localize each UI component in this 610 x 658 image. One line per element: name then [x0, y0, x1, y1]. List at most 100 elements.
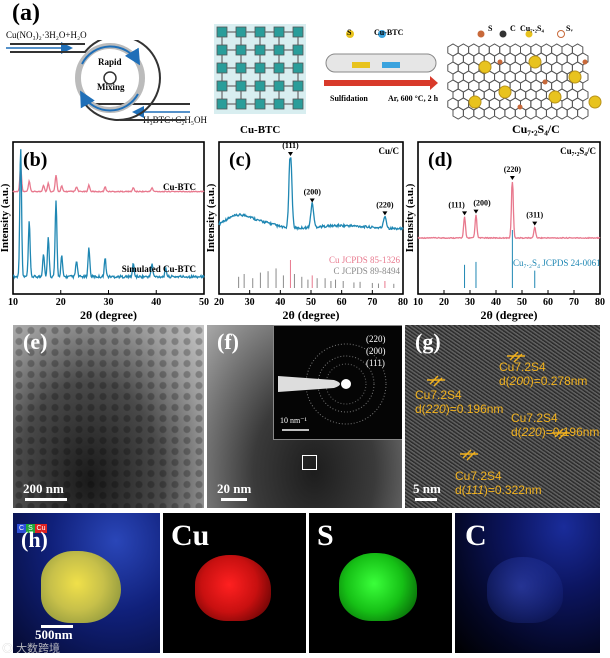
mof-crystal-illustration: [214, 24, 306, 114]
x-axis-label: 2θ (degree): [282, 308, 339, 322]
saed-inset: (220) (200) (111) 10 nm⁻¹: [273, 325, 402, 440]
peak-label: (220): [504, 165, 522, 174]
panel-h-label: (h): [21, 527, 48, 552]
scale-label-f: 20 nm: [217, 481, 252, 496]
mixing-diagram: [6, 40, 190, 121]
x-tick-label: 40: [275, 297, 285, 308]
eds-overlay-map: C S Cu (h) 500nm: [13, 513, 160, 653]
quartz-tube: [325, 53, 437, 73]
sulfidation-furnace: [324, 30, 438, 90]
chip-cu: Cu: [35, 524, 47, 533]
map-title-c: C: [465, 519, 487, 552]
peak-label: (220): [376, 200, 394, 209]
reference-label: Cu₇.₂S₄ JCPDS 24-0061: [513, 258, 601, 268]
panel-a: (a) Cu(NO₃)₂·3H₂O+H₂O H₃BTC+C₂H₅OH Rapid…: [0, 0, 610, 140]
x-tick-label: 50: [199, 297, 209, 308]
series-line: [218, 157, 404, 231]
x-tick-label: 20: [439, 297, 449, 308]
scale-bar-g: [415, 498, 437, 501]
mof-lattice: [216, 26, 304, 110]
reference-label: C JCPDS 89-8494: [333, 266, 400, 276]
chip-s: S: [26, 524, 35, 533]
panel-label: (b): [23, 149, 47, 171]
series-line: [12, 149, 205, 281]
x-tick-label: 40: [491, 297, 501, 308]
cu-distribution: [195, 555, 271, 621]
x-tick-label: 60: [337, 297, 347, 308]
scale-label-g: 5 nm: [413, 481, 441, 496]
legend-product-cus: Cu₇.₂S₄: [520, 24, 544, 33]
saed-scale-label: 10 nm⁻¹: [280, 416, 307, 425]
tem-image-e: (e) 200 nm: [13, 325, 204, 508]
s-distribution: [339, 553, 417, 621]
x-tick-label: 30: [245, 297, 255, 308]
lattice-annotation-3: Cu7.2S4 d(220)=0.196nm: [511, 411, 600, 439]
chart-title: Cu₇.₂S₄/C: [560, 146, 596, 156]
product-label: Cu₇.₂S₄/C: [512, 122, 560, 136]
series-label: Simulated Cu-BTC: [122, 264, 196, 274]
mixing-label-1: Rapid: [98, 57, 122, 67]
mof-label: Cu-BTC: [240, 124, 281, 136]
ring-111: (111): [366, 358, 385, 368]
process-condition: Ar, 600 °C, 2 h: [388, 94, 439, 103]
legend-cubtc: Cu-BTC: [374, 28, 404, 37]
peak-label: (111): [282, 141, 299, 150]
c-distribution: [487, 557, 563, 623]
x-tick-label: 60: [543, 297, 553, 308]
peak-marker: [509, 176, 515, 180]
y-axis-label: Intensity (a.u.): [205, 183, 217, 252]
eds-map-cu: Cu: [163, 513, 306, 653]
legend-s: S: [347, 28, 352, 37]
particle-overlay: [41, 551, 121, 623]
chip-c: C: [17, 524, 26, 533]
x-tick-label: 40: [151, 297, 161, 308]
scale-label-h: 500nm: [35, 627, 73, 642]
chart-title: Cu/C: [378, 146, 399, 156]
x-tick-label: 50: [306, 297, 316, 308]
hrtem-image-f: (f) (220) (200) (111) 10 nm⁻¹ 20 nm: [207, 325, 402, 508]
peak-label: (200): [304, 187, 322, 196]
eds-map-s: S: [309, 513, 452, 653]
watermark: ◎ 大数跨境: [2, 643, 61, 655]
x-axis-label: 2θ (degree): [480, 308, 537, 322]
series-line: [12, 166, 205, 193]
panel-a-label: (a): [12, 0, 40, 26]
peak-marker: [382, 211, 388, 216]
series-line: [417, 181, 601, 240]
scale-bar-f: [221, 498, 247, 501]
panel-e-label: (e): [23, 329, 48, 354]
reactant-metal-salt: Cu(NO₃)₂·3H₂O+H₂O: [6, 30, 87, 40]
chart-c: 20 30 40 50 60 70 80 2θ (degree) Intensity (a.u.…: [205, 141, 408, 322]
process-arrow: [324, 76, 438, 90]
scale-bar-e: [25, 498, 67, 501]
y-axis-label: Intensity (a.u.): [404, 183, 416, 252]
mixing-label-2: Mixing: [97, 82, 125, 92]
scale-label-e: 200 nm: [23, 481, 64, 496]
reference-label: Cu JCPDS 85-1326: [329, 255, 401, 265]
mixer-channel: [10, 40, 190, 121]
chart-d: 10 20 30 40 50 60 70 80 2θ (degree) Intensity (a.…: [404, 141, 605, 322]
panel-g-label: (g): [415, 329, 441, 354]
x-tick-label: 20: [56, 297, 66, 308]
x-tick-label: 70: [367, 297, 377, 308]
zoom-region-box: [302, 455, 317, 470]
peak-marker: [287, 152, 293, 156]
process-label: Sulfidation: [330, 94, 368, 103]
hrtem-image-g: (g) Cu7.2S4 d(220)=0.196nm Cu7.2S4 d(200…: [405, 325, 600, 508]
ring-200: (200): [366, 346, 386, 356]
x-tick-label: 70: [569, 297, 579, 308]
product-illustration: [447, 30, 602, 120]
mixer-rotor: [103, 71, 117, 85]
eds-map-c: C: [455, 513, 600, 653]
legend-product-s: S: [488, 24, 493, 33]
beam-stop: [278, 376, 340, 392]
legend-product-sv: Sᵥ: [566, 24, 573, 33]
peak-label: (200): [473, 199, 491, 208]
peak-marker: [462, 211, 468, 216]
peak-marker: [309, 198, 315, 203]
x-tick-label: 80: [595, 297, 605, 308]
panel-f-label: (f): [217, 329, 239, 354]
x-tick-label: 10: [8, 297, 18, 308]
scale-bar-h: [41, 625, 73, 628]
